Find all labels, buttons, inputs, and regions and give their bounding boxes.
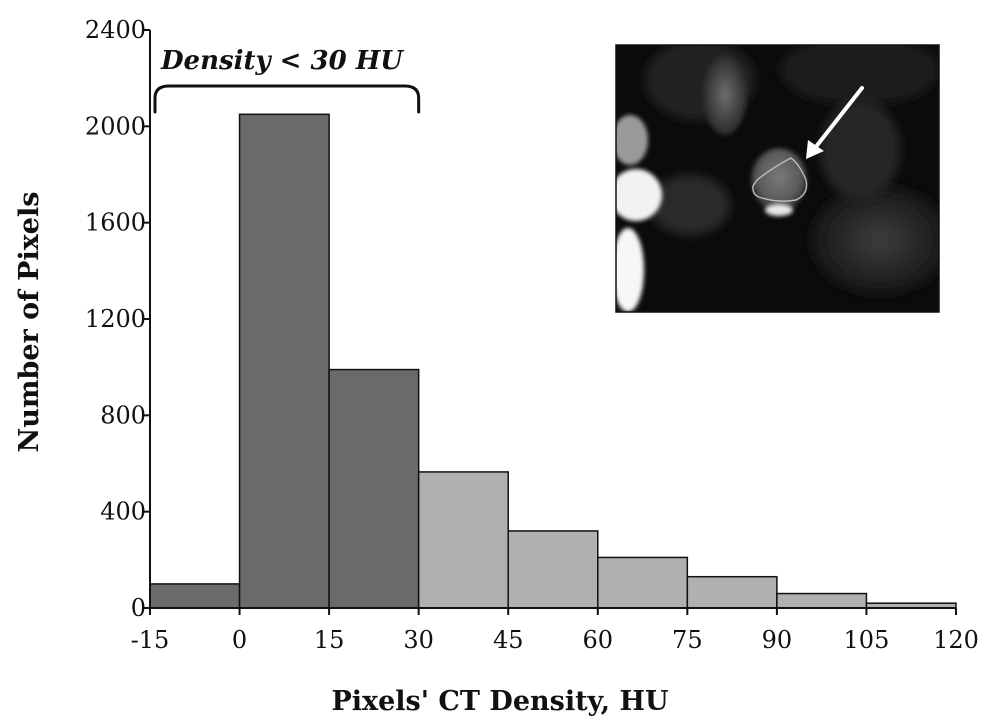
x-tick-label: 30 — [403, 626, 434, 654]
x-tick-label: 120 — [933, 626, 979, 654]
histogram-bar — [686, 575, 778, 609]
y-axis-ticks: 0 400 800 1200 1600 2000 2400 — [85, 16, 150, 622]
y-tick-label: 2400 — [85, 16, 146, 44]
x-tick-label: 15 — [314, 626, 345, 654]
y-tick-label: 1200 — [85, 305, 146, 333]
bars-group — [149, 113, 957, 609]
histogram-bar — [597, 556, 689, 609]
histogram-bar — [417, 471, 509, 609]
y-tick-label: 400 — [100, 498, 146, 526]
histogram-bar — [507, 530, 599, 609]
x-tick-label: 0 — [232, 626, 247, 654]
y-tick-label: 1600 — [85, 209, 146, 237]
region-outline — [752, 157, 808, 202]
y-tick-label: 0 — [131, 594, 146, 622]
x-axis-title: Pixels' CT Density, HU — [331, 686, 668, 717]
histogram-bar — [238, 113, 330, 609]
histogram-bar — [328, 368, 420, 609]
x-tick-label: 90 — [762, 626, 793, 654]
x-tick-label: 60 — [583, 626, 614, 654]
x-axis-ticks: -15 0 15 30 45 60 75 90 105 120 — [131, 608, 979, 654]
density-annotation: Density < 30 HU — [160, 46, 404, 76]
ct-inset-image — [615, 44, 940, 313]
arrow-shaft — [813, 86, 864, 150]
y-tick-label: 800 — [100, 401, 146, 429]
y-axis-title: Number of Pixels — [14, 192, 45, 453]
x-tick-label: 45 — [493, 626, 524, 654]
x-tick-label: 75 — [672, 626, 703, 654]
arrow-icon — [806, 140, 824, 159]
x-tick-label: -15 — [131, 626, 170, 654]
y-tick-label: 2000 — [85, 112, 146, 140]
histogram-bar — [149, 583, 241, 609]
x-tick-label: 105 — [844, 626, 890, 654]
density-brace — [153, 84, 421, 114]
histogram-bar — [776, 592, 868, 609]
